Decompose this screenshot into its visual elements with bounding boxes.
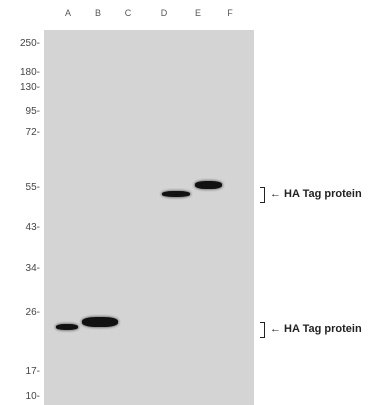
- bracket-upper: [260, 187, 265, 203]
- marker-130: 130-: [19, 82, 40, 93]
- annotation-lower: ← HA Tag protein: [270, 323, 362, 335]
- band-lane-e: [195, 181, 222, 189]
- marker-17: 17-: [25, 366, 40, 377]
- marker-180: 180-: [19, 67, 40, 78]
- lane-label-f: F: [227, 8, 233, 18]
- band-lane-a: [56, 324, 78, 330]
- band-lane-b: [82, 317, 118, 327]
- marker-43: 43-: [25, 222, 40, 233]
- lane-label-e: E: [194, 8, 201, 18]
- lane-label-b: B: [94, 8, 101, 18]
- marker-95: 95-: [25, 106, 40, 117]
- marker-72: 72-: [25, 127, 40, 138]
- marker-10: 10-: [25, 391, 40, 402]
- marker-34: 34-: [25, 263, 40, 274]
- lane-label-c: C: [124, 8, 132, 18]
- marker-26: 26-: [25, 307, 40, 318]
- annotation-upper: ← HA Tag protein: [270, 188, 362, 200]
- marker-55: 55-: [25, 182, 40, 193]
- lane-label-a: A: [64, 8, 71, 18]
- lane-label-d: D: [160, 8, 168, 18]
- blot-membrane: [44, 30, 254, 405]
- bracket-lower: [260, 322, 265, 338]
- marker-250: 250-: [19, 38, 40, 49]
- band-lane-d: [162, 191, 190, 197]
